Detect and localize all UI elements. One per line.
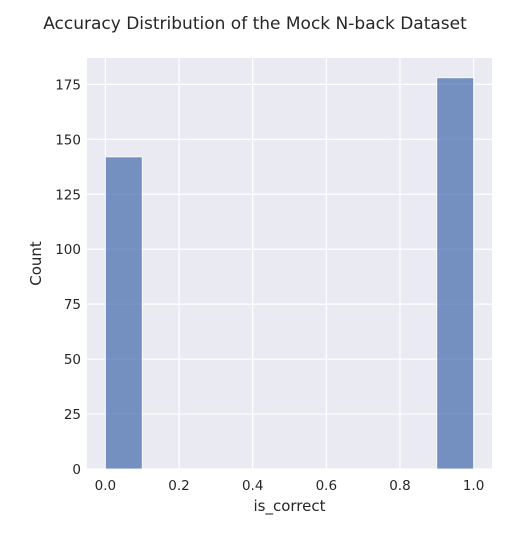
histogram-bar	[436, 77, 474, 470]
chart-title: Accuracy Distribution of the Mock N-back…	[43, 14, 467, 34]
y-tick-label: 125	[55, 187, 81, 203]
y-tick-label: 75	[64, 297, 81, 313]
y-axis-ticks: 0 25 50 75 100 125 150 175	[55, 77, 81, 478]
x-tick-label: 1.0	[463, 478, 484, 494]
y-tick-label: 100	[55, 242, 81, 258]
x-tick-label: 0.4	[242, 478, 263, 494]
y-tick-label: 50	[64, 352, 81, 368]
x-axis-label: is_correct	[253, 497, 325, 516]
y-tick-label: 150	[55, 132, 81, 148]
histogram-bar	[105, 156, 143, 470]
x-axis-ticks: 0.0 0.2 0.4 0.6 0.8 1.0	[95, 478, 485, 494]
y-tick-label: 25	[64, 407, 81, 423]
x-tick-label: 0.6	[316, 478, 337, 494]
y-tick-label: 175	[55, 77, 81, 93]
plot-area	[87, 58, 492, 469]
y-tick-label: 0	[72, 462, 81, 478]
x-tick-label: 0.2	[168, 478, 189, 494]
x-tick-label: 0.8	[389, 478, 410, 494]
bars	[105, 77, 474, 470]
y-axis-label: Count	[27, 241, 45, 286]
x-tick-label: 0.0	[95, 478, 116, 494]
